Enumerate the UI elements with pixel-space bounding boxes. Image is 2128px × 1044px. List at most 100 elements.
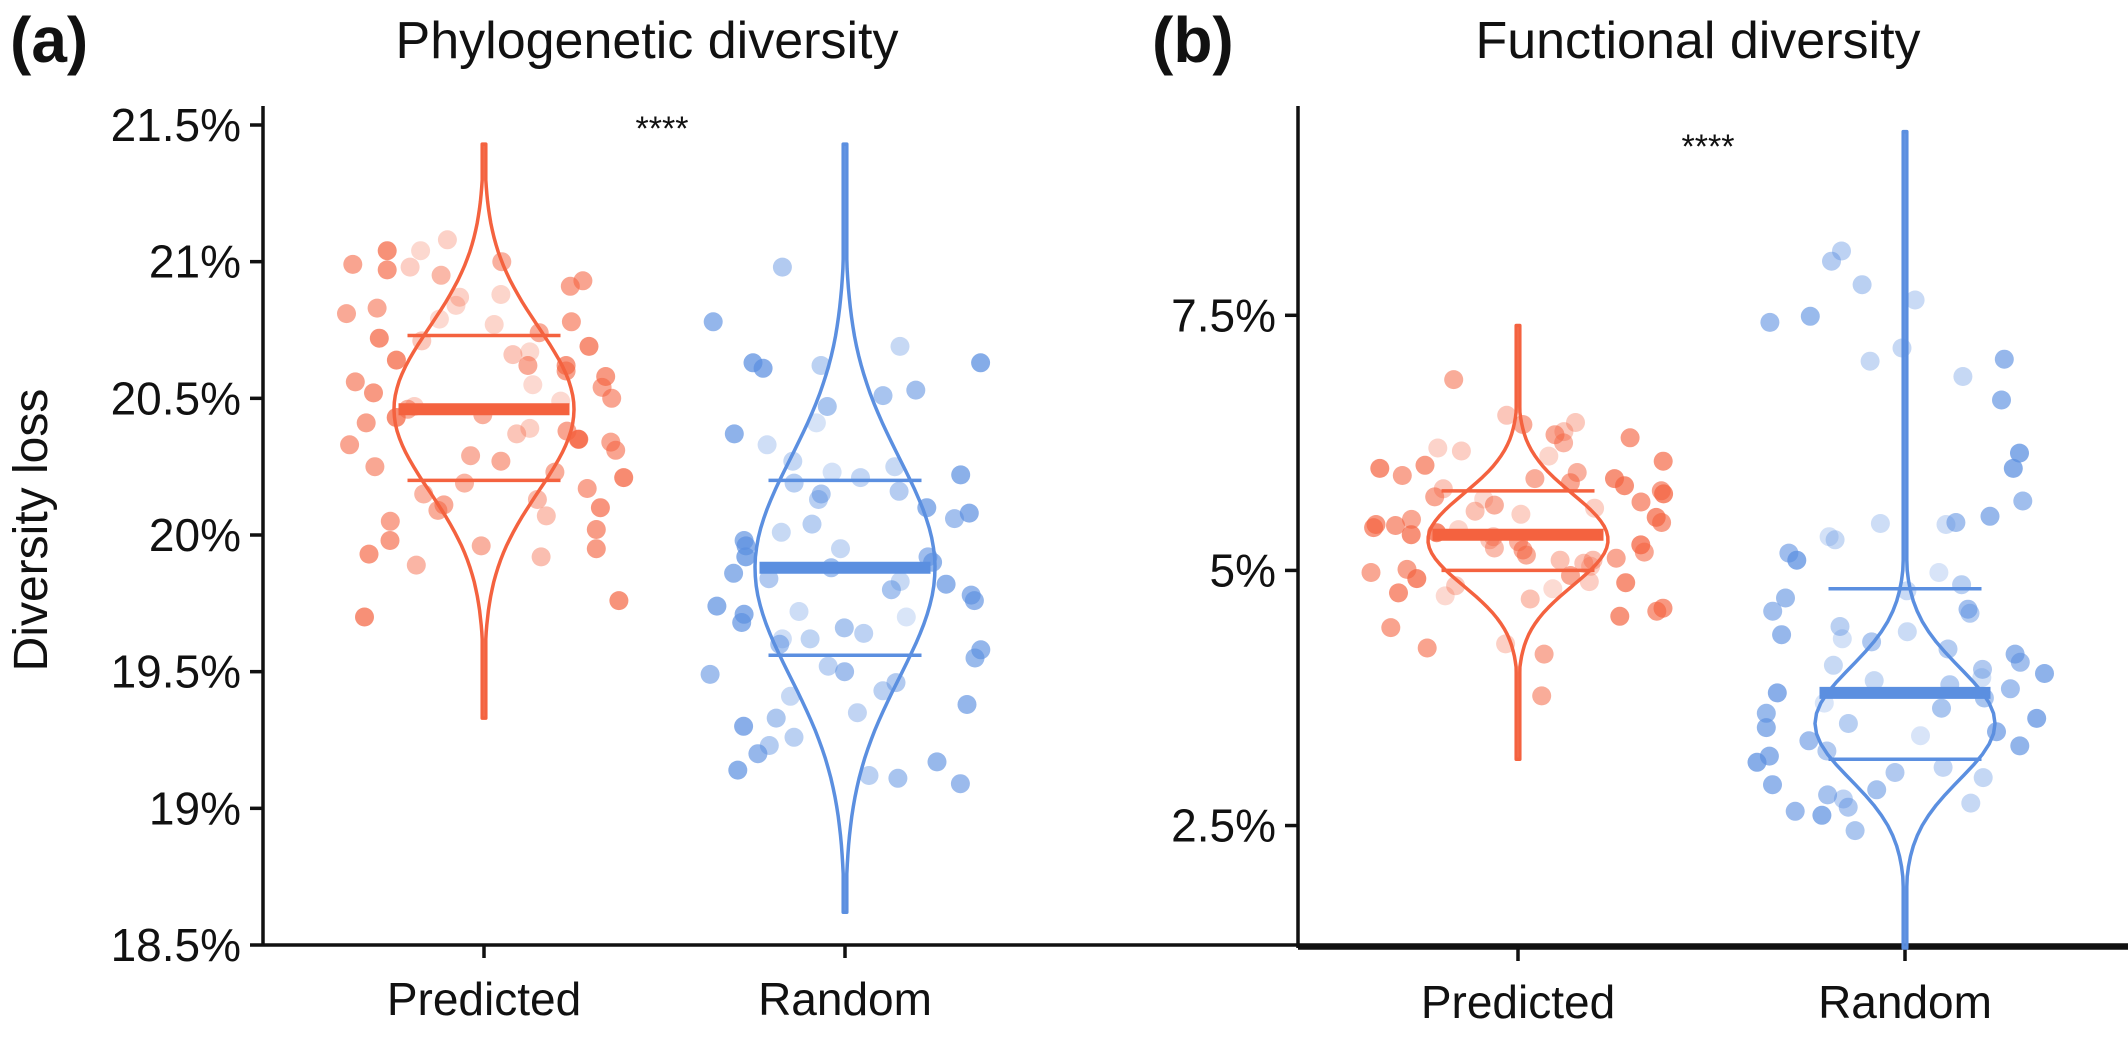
data-point [811,484,831,504]
data-point [602,388,622,408]
data-point [781,686,800,706]
data-point [771,522,791,542]
violin-outline [1813,129,1997,950]
data-point [766,708,786,728]
x-tick-label: Predicted [387,973,581,1025]
data-point [1532,686,1552,706]
panel-letter: (b) [1152,4,1234,76]
data-point [1952,575,1972,595]
data-point [1870,514,1890,533]
data-point [577,479,597,498]
data-point [471,536,491,556]
data-point [609,591,629,611]
data-point [1852,275,1872,295]
violin-outline [753,142,937,914]
data-point [586,520,606,539]
data-point [1812,805,1832,825]
y-tick-label: 21% [149,236,241,288]
data-point [1616,573,1636,593]
data-point [2027,708,2047,728]
data-point [1905,290,1925,310]
panel-a: (a) Phylogenetic diversity 18.5% 19% 19.5% 20… [10,4,2128,1025]
data-point [734,716,754,736]
y-tick-label: 5% [1210,544,1276,596]
data-point [1634,542,1654,562]
data-point [1585,498,1605,518]
data-point [800,629,820,649]
data-point [1654,484,1674,504]
data-point [1763,775,1782,795]
data-point [834,618,854,638]
data-point [1435,586,1455,606]
data-point [831,539,850,559]
data-point [1980,506,2000,526]
panel-title: Phylogenetic diversity [396,12,899,70]
data-point [523,375,543,395]
data-point [491,285,511,304]
data-point [1864,671,1884,691]
data-point [1961,793,1981,813]
data-point [1932,698,1951,718]
data-point [817,397,837,416]
panel-title: Functional diversity [1475,12,1920,70]
data-point [461,446,481,466]
data-point [340,435,360,455]
data-point [1838,797,1858,817]
data-point [1428,438,1448,458]
data-point [936,574,956,594]
data-point [1516,545,1536,565]
data-point [369,328,389,348]
data-point [873,681,893,701]
data-point [606,440,626,460]
data-point [1787,550,1807,570]
data-point [822,462,842,482]
data-point [531,547,551,567]
data-point [356,413,376,433]
data-point [386,350,406,370]
panel-b: (b) Functional diversity 2.5% 5% 7.5% Predict… [1152,4,2128,1028]
data-point [484,315,504,334]
data-point [1389,583,1408,603]
data-point [906,380,926,400]
data-point [1647,601,1667,621]
data-point [1760,312,1780,332]
data-point [757,435,777,455]
x-tick-label: Random [758,973,932,1025]
y-tick-label: 19.5% [111,646,241,698]
data-point [1606,548,1626,568]
data-point [2035,664,2054,683]
data-point [2003,458,2023,478]
data-point [1534,644,1554,664]
data-point [1417,638,1437,658]
data-point [367,298,387,318]
data-point [1860,351,1880,371]
data-point [759,569,779,589]
data-point [614,468,634,488]
data-point [1972,668,1992,688]
data-point [1401,525,1421,545]
data-point [707,596,727,616]
data-point [2013,491,2033,511]
data-point [1756,718,1776,738]
data-point [2010,736,2030,756]
data-point [1885,763,1905,782]
data-point [1361,563,1381,582]
data-point [809,490,828,509]
data-point [1763,601,1783,621]
data-point [890,572,910,591]
data-point [1444,370,1464,390]
data-point [1936,515,1956,534]
data-point [431,265,451,285]
data-point [748,744,768,764]
data-point [1958,599,1978,619]
data-point [1833,789,1853,809]
data-point [1832,241,1851,261]
data-point [1929,563,1949,582]
data-point [1772,625,1792,645]
data-point [851,468,870,488]
data-point [437,230,457,250]
x-tick-label: Predicted [1421,976,1615,1028]
data-point [734,604,754,624]
significance-label: **** [1682,128,1735,166]
